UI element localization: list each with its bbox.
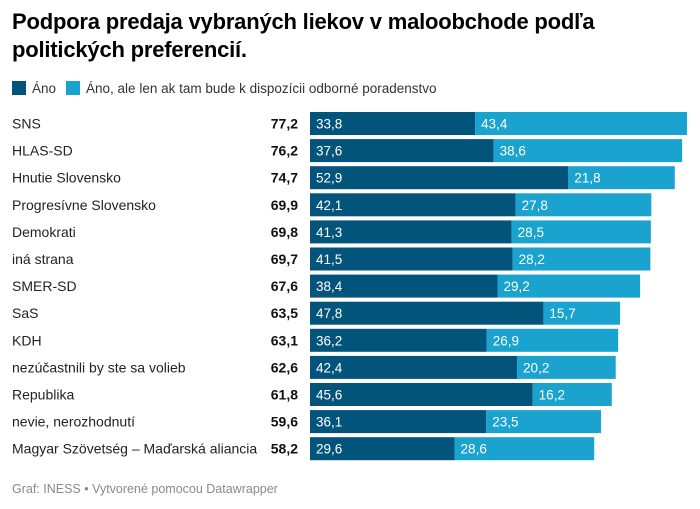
bar-label-ano-poradenstvo: 28,5 <box>518 225 544 240</box>
total-label: 63,5 <box>271 305 298 321</box>
category-label: SMER-SD <box>12 278 77 294</box>
category-label: nezúčastnili by ste sa volieb <box>12 359 186 375</box>
total-label: 69,7 <box>271 251 298 267</box>
bar-ano-poradenstvo <box>517 355 616 379</box>
total-label: 77,2 <box>271 116 298 132</box>
bar-ano <box>310 112 476 135</box>
bar-label-ano: 33,8 <box>316 117 342 132</box>
bar-ano-poradenstvo <box>532 383 612 406</box>
bar-ano-poradenstvo <box>454 437 595 461</box>
category-label: nevie, nerozhodnutí <box>12 414 135 430</box>
total-label: 74,7 <box>271 170 298 186</box>
total-label: 62,6 <box>271 359 298 375</box>
bar-label-ano: 37,6 <box>316 144 342 159</box>
bar-label-ano-poradenstvo: 23,5 <box>492 415 518 430</box>
legend-swatch-ano-poradenstvo <box>66 81 81 95</box>
bar-ano <box>310 274 498 298</box>
category-label: Republika <box>12 387 74 403</box>
total-label: 76,2 <box>271 143 298 159</box>
bar-label-ano-poradenstvo: 26,9 <box>493 333 519 348</box>
legend-swatch-ano <box>12 81 26 95</box>
bar-label-ano-poradenstvo: 27,8 <box>522 198 548 213</box>
bar-label-ano-poradenstvo: 15,7 <box>549 306 575 321</box>
bar-ano <box>310 166 569 190</box>
legend-label-ano: Áno <box>32 80 57 96</box>
legend: Áno Áno, ale len ak tam bude k dispozíci… <box>12 79 447 97</box>
category-label: SaS <box>12 305 38 321</box>
bar-label-ano-poradenstvo: 29,2 <box>504 279 530 294</box>
bar-label-ano: 41,5 <box>316 252 342 267</box>
total-label: 63,1 <box>271 332 298 348</box>
total-label: 67,6 <box>271 278 298 294</box>
bar-label-ano: 36,1 <box>316 415 342 430</box>
bar-ano-poradenstvo <box>511 220 651 244</box>
chart-title: Podpora predaja vybraných liekov v maloo… <box>12 9 595 62</box>
bar-ano <box>310 410 487 434</box>
bar-label-ano: 36,2 <box>316 333 342 348</box>
bar-ano <box>310 301 544 325</box>
bar-ano <box>310 328 487 352</box>
bar-ano <box>310 383 533 406</box>
total-label: 61,8 <box>271 387 298 403</box>
bar-label-ano-poradenstvo: 43,4 <box>481 117 508 132</box>
bar-ano <box>310 139 494 163</box>
bar-label-ano: 52,9 <box>316 171 342 186</box>
bar-label-ano: 41,3 <box>316 225 342 240</box>
bar-ano <box>310 355 518 379</box>
legend-label-ano-poradenstvo: Áno, ale len ak tam bude k dispozícii od… <box>86 80 437 96</box>
bar-label-ano-poradenstvo: 28,6 <box>461 442 487 457</box>
bar-ano-poradenstvo <box>543 301 621 325</box>
bar-label-ano-poradenstvo: 28,2 <box>519 252 545 267</box>
category-label: HLAS-SD <box>12 143 73 159</box>
bar-label-ano: 42,1 <box>316 198 342 213</box>
bar-ano-poradenstvo <box>515 193 652 217</box>
legend-item-ano: Áno <box>12 81 56 96</box>
category-label: KDH <box>12 332 42 348</box>
total-label: 69,8 <box>271 224 298 240</box>
bar-label-ano-poradenstvo: 20,2 <box>523 360 549 375</box>
bar-ano <box>310 437 455 461</box>
bar-label-ano-poradenstvo: 38,6 <box>500 144 526 159</box>
bar-label-ano-poradenstvo: 16,2 <box>539 388 565 403</box>
bar-ano-poradenstvo <box>497 274 641 298</box>
bar-ano <box>310 193 516 217</box>
category-label: Demokrati <box>12 224 76 240</box>
bar-ano-poradenstvo <box>568 166 675 190</box>
legend-item-ano-poradenstvo: Áno, ale len ak tam bude k dispozícii od… <box>66 80 437 96</box>
category-label: iná strana <box>12 251 74 267</box>
bar-ano <box>310 220 512 244</box>
category-label: Progresívne Slovensko <box>12 197 156 213</box>
bar-label-ano-poradenstvo: 21,8 <box>574 171 600 186</box>
bar-ano-poradenstvo <box>486 410 602 434</box>
bar-label-ano: 47,8 <box>316 306 342 321</box>
bar-label-ano: 42,4 <box>316 360 343 375</box>
bar-ano-poradenstvo <box>512 247 651 271</box>
bar-label-ano: 29,6 <box>316 442 342 457</box>
category-label: Hnutie Slovensko <box>12 170 121 186</box>
bar-ano-poradenstvo <box>486 328 619 352</box>
bar-ano <box>310 247 513 271</box>
total-label: 69,9 <box>271 197 298 213</box>
total-label: 59,6 <box>271 414 298 430</box>
category-label: SNS <box>12 116 41 132</box>
bar-ano-poradenstvo <box>475 112 687 135</box>
bar-label-ano: 45,6 <box>316 388 342 403</box>
category-label: Magyar Szövetség – Maďarská aliancia <box>12 441 257 457</box>
chart-footer: Graf: INESS • Vytvorené pomocou Datawrap… <box>12 482 278 496</box>
bar-ano-poradenstvo <box>493 139 683 163</box>
bar-label-ano: 38,4 <box>316 279 343 294</box>
total-label: 58,2 <box>271 441 298 457</box>
